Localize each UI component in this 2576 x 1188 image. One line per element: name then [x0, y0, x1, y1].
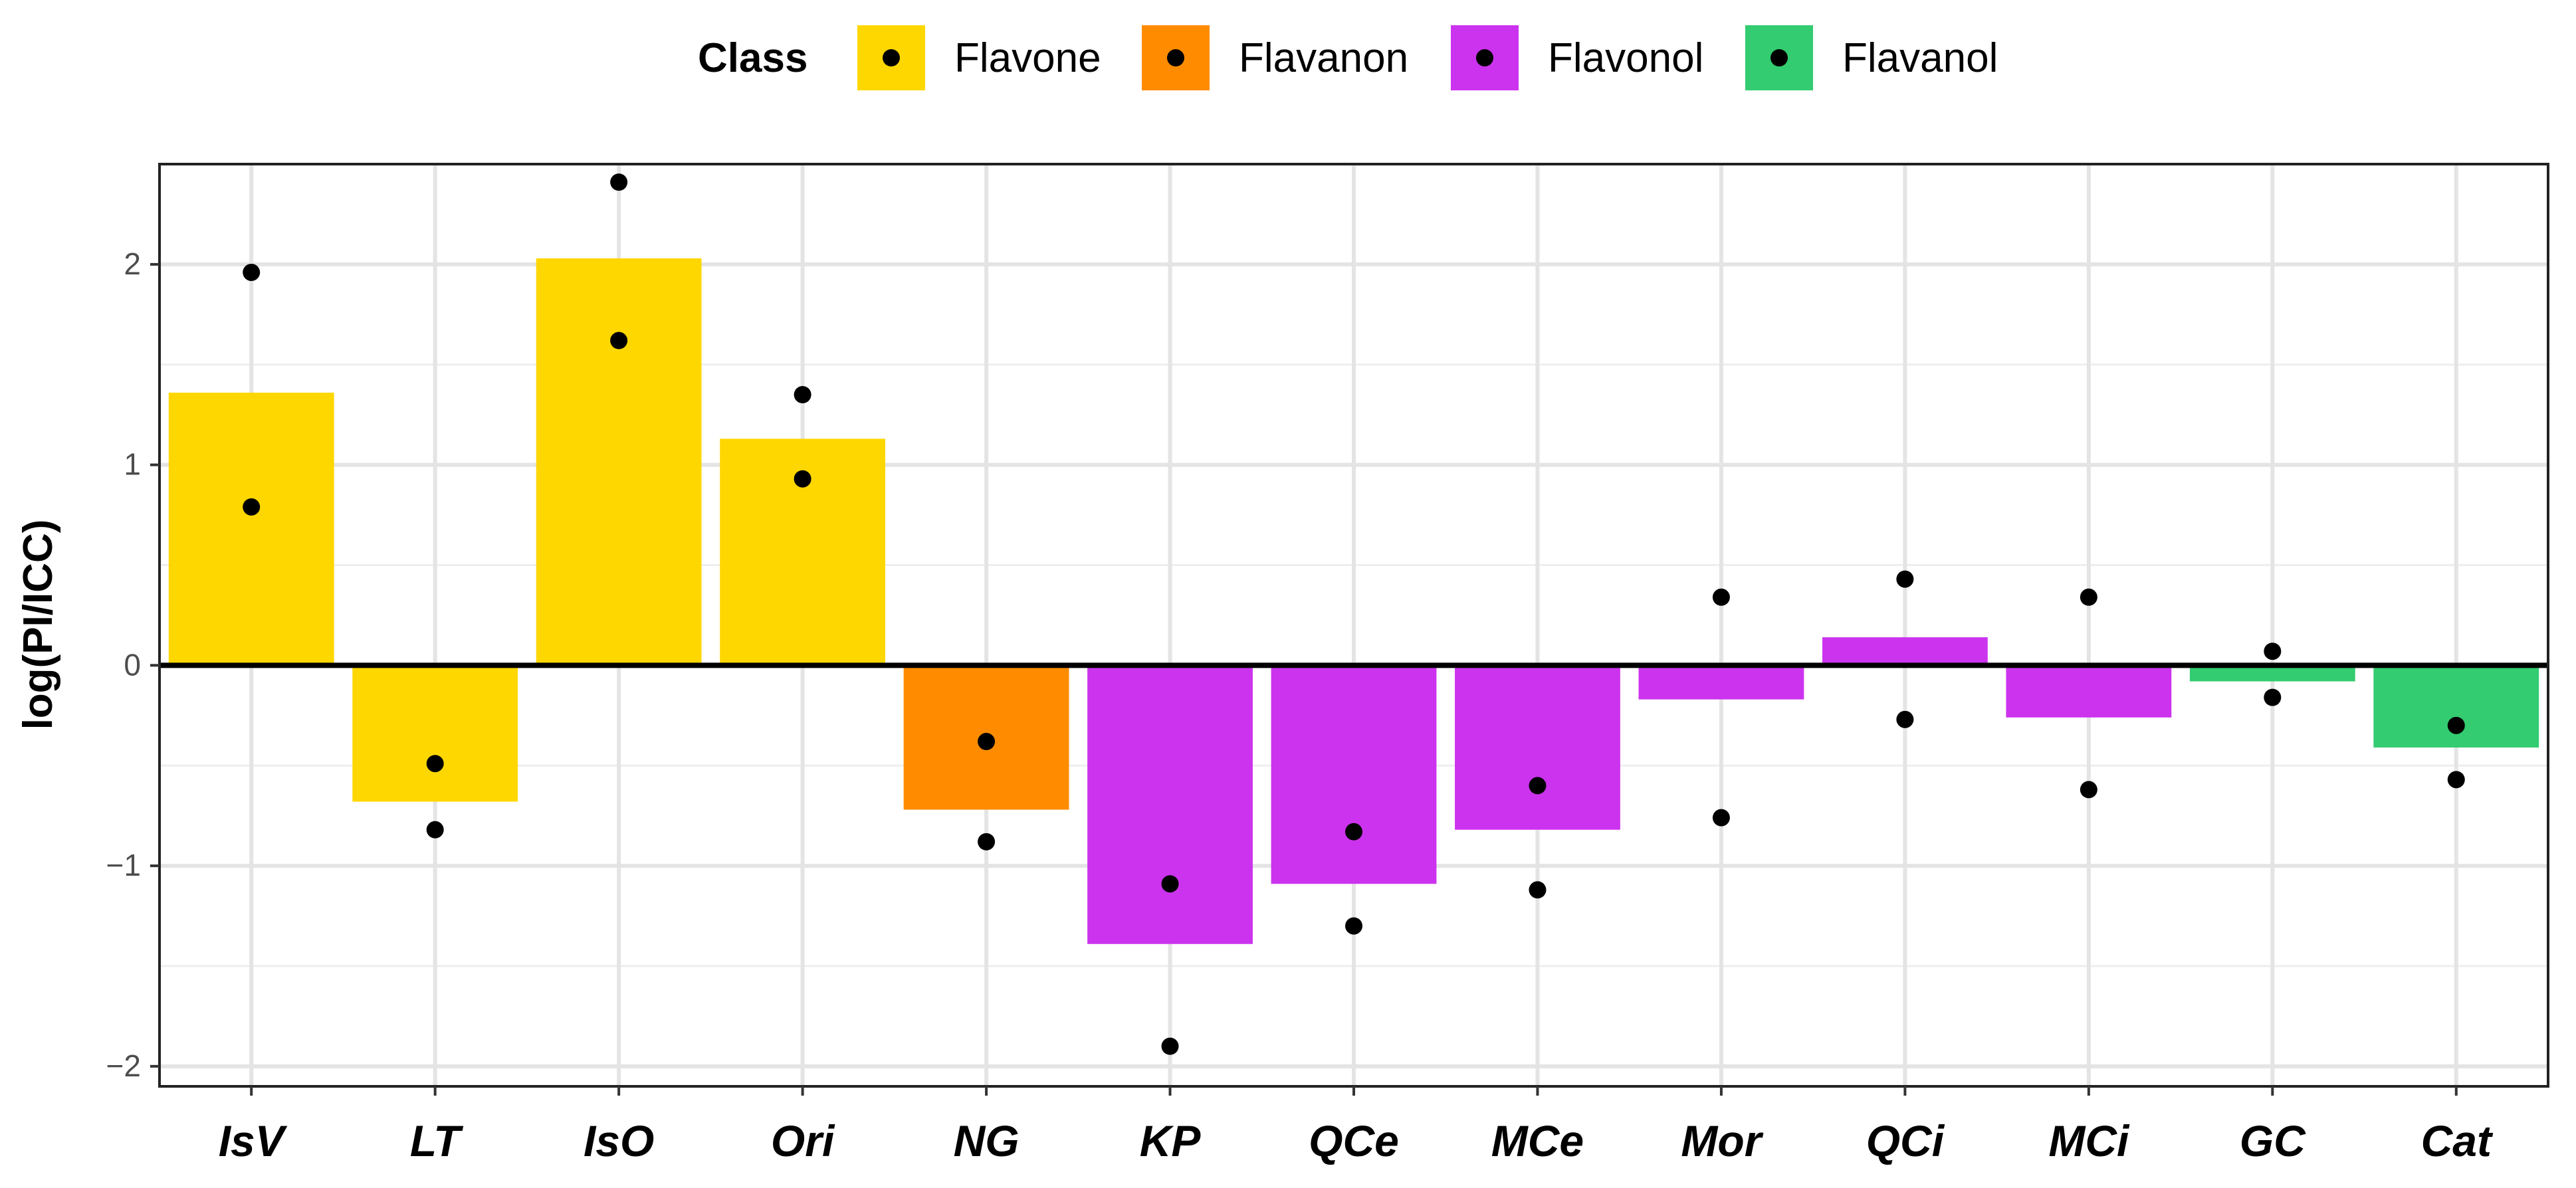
bar-GC — [2189, 665, 2355, 682]
x-tick-label: NG — [954, 1116, 1020, 1165]
point-MCi — [2080, 588, 2097, 606]
point-KP — [1161, 875, 1179, 893]
legend-title: Class — [698, 35, 807, 81]
legend-point — [1167, 49, 1184, 66]
bar-IsV — [168, 392, 334, 666]
legend-item-flavonol: Flavonol — [1451, 25, 1703, 90]
point-Cat — [2447, 716, 2465, 734]
legend-label: Flavanon — [1239, 35, 1408, 81]
x-tick-label: LT — [410, 1116, 463, 1165]
bar-QCi — [1822, 637, 1988, 666]
y-axis-label: log(PI/ICC) — [15, 520, 61, 730]
x-tick-label: QCe — [1309, 1116, 1399, 1165]
legend: Class Flavone Flavanon Flavonol Flavanol — [698, 25, 1998, 90]
x-tick-label: QCi — [1866, 1116, 1945, 1165]
x-tick-label: Mor — [1681, 1116, 1763, 1165]
point-Mor — [1712, 588, 1730, 606]
point-NG — [978, 833, 996, 850]
point-Cat — [2447, 771, 2465, 789]
bar-IsO — [536, 258, 702, 666]
y-tick-label: −1 — [106, 848, 141, 882]
legend-item-flavanon: Flavanon — [1142, 25, 1408, 90]
bar-LT — [352, 665, 518, 802]
y-axis: −2 −1 0 1 2 — [106, 247, 160, 1083]
bar-MCi — [2006, 665, 2172, 718]
point-Ori — [794, 386, 811, 403]
x-tick-label: Ori — [771, 1116, 835, 1165]
y-tick-label: 1 — [124, 447, 141, 482]
legend-item-flavone: Flavone — [857, 25, 1101, 90]
point-MCe — [1529, 777, 1547, 795]
x-tick-label: MCi — [2048, 1116, 2130, 1165]
point-QCi — [1896, 570, 1914, 588]
x-tick-label: MCe — [1491, 1116, 1584, 1165]
bar-MCe — [1455, 665, 1620, 830]
point-IsO — [610, 173, 628, 191]
legend-label: Flavone — [954, 35, 1101, 81]
point-IsV — [243, 263, 261, 281]
point-KP — [1161, 1037, 1179, 1055]
x-tick-label: GC — [2240, 1116, 2306, 1165]
plot-area — [158, 163, 2549, 1088]
x-tick-label: Cat — [2421, 1116, 2494, 1165]
x-tick-label: IsO — [584, 1116, 654, 1165]
point-GC — [2264, 643, 2282, 660]
point-Ori — [794, 470, 811, 488]
x-axis: IsV LT IsO Ori NG KP QCe MCe Mor QCi MCi GC Cat — [219, 1086, 2494, 1165]
y-tick-label: −2 — [106, 1048, 141, 1083]
bar-Cat — [2373, 665, 2539, 748]
legend-point — [1476, 49, 1493, 66]
points — [243, 173, 2465, 1055]
x-tick-label: IsV — [219, 1116, 288, 1165]
point-QCe — [1345, 917, 1362, 935]
point-QCi — [1896, 710, 1914, 728]
bar-KP — [1087, 665, 1253, 944]
x-tick-label: KP — [1140, 1116, 1202, 1165]
bars — [168, 258, 2539, 944]
point-MCi — [2080, 781, 2097, 799]
point-MCe — [1529, 881, 1547, 899]
legend-item-flavanol: Flavanol — [1745, 25, 1998, 90]
point-Mor — [1712, 809, 1730, 827]
legend-label: Flavonol — [1548, 35, 1703, 81]
legend-point — [883, 49, 900, 66]
bar-Mor — [1638, 665, 1804, 700]
point-QCe — [1345, 823, 1362, 841]
point-NG — [978, 733, 996, 751]
legend-label: Flavanol — [1842, 35, 1998, 81]
point-IsO — [610, 332, 628, 349]
point-IsV — [243, 498, 261, 516]
bar-QCe — [1271, 665, 1437, 884]
point-GC — [2264, 688, 2282, 706]
point-LT — [426, 755, 444, 773]
y-tick-label: 0 — [124, 647, 141, 682]
y-tick-label: 2 — [124, 247, 141, 281]
legend-point — [1771, 49, 1788, 66]
point-LT — [426, 821, 444, 839]
